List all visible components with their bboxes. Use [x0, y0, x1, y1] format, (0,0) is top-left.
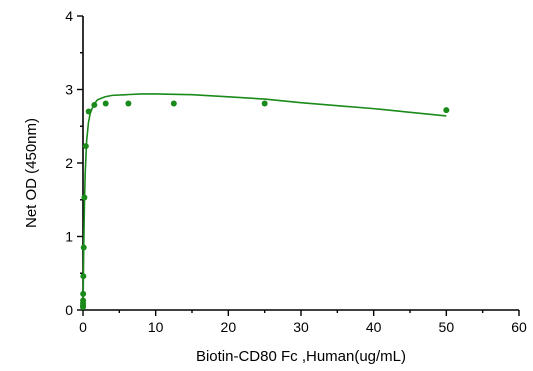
y-axis-label: Net OD (450nm): [23, 118, 40, 228]
x-tick-label: 30: [293, 319, 309, 335]
y-tick-label: 3: [65, 82, 73, 98]
data-point: [80, 297, 87, 304]
data-point: [125, 100, 132, 107]
y-tick-label: 0: [65, 302, 73, 318]
data-points: [80, 100, 450, 311]
data-point: [80, 244, 87, 251]
data-point: [170, 100, 177, 107]
fit-curve: [82, 93, 447, 311]
x-tick-label: 20: [221, 319, 237, 335]
y-tick-label: 2: [65, 155, 73, 171]
y-tick-label: 1: [65, 229, 73, 245]
data-point: [443, 107, 450, 114]
data-point: [91, 101, 98, 108]
y-tick-label: 4: [65, 8, 73, 24]
data-point: [85, 108, 92, 115]
x-tick-label: 10: [148, 319, 164, 335]
x-tick-label: 50: [439, 319, 455, 335]
x-axis-label: Biotin-CD80 Fc ,Human(ug/mL): [196, 348, 406, 365]
data-point: [102, 100, 109, 107]
x-tick-label: 0: [79, 319, 87, 335]
data-point: [261, 100, 268, 107]
x-tick-label: 40: [366, 319, 382, 335]
data-point: [80, 273, 87, 280]
x-tick-label: 60: [511, 319, 527, 335]
axes: [82, 16, 519, 311]
data-point: [82, 143, 89, 150]
data-point: [80, 290, 87, 297]
data-point: [81, 194, 88, 201]
